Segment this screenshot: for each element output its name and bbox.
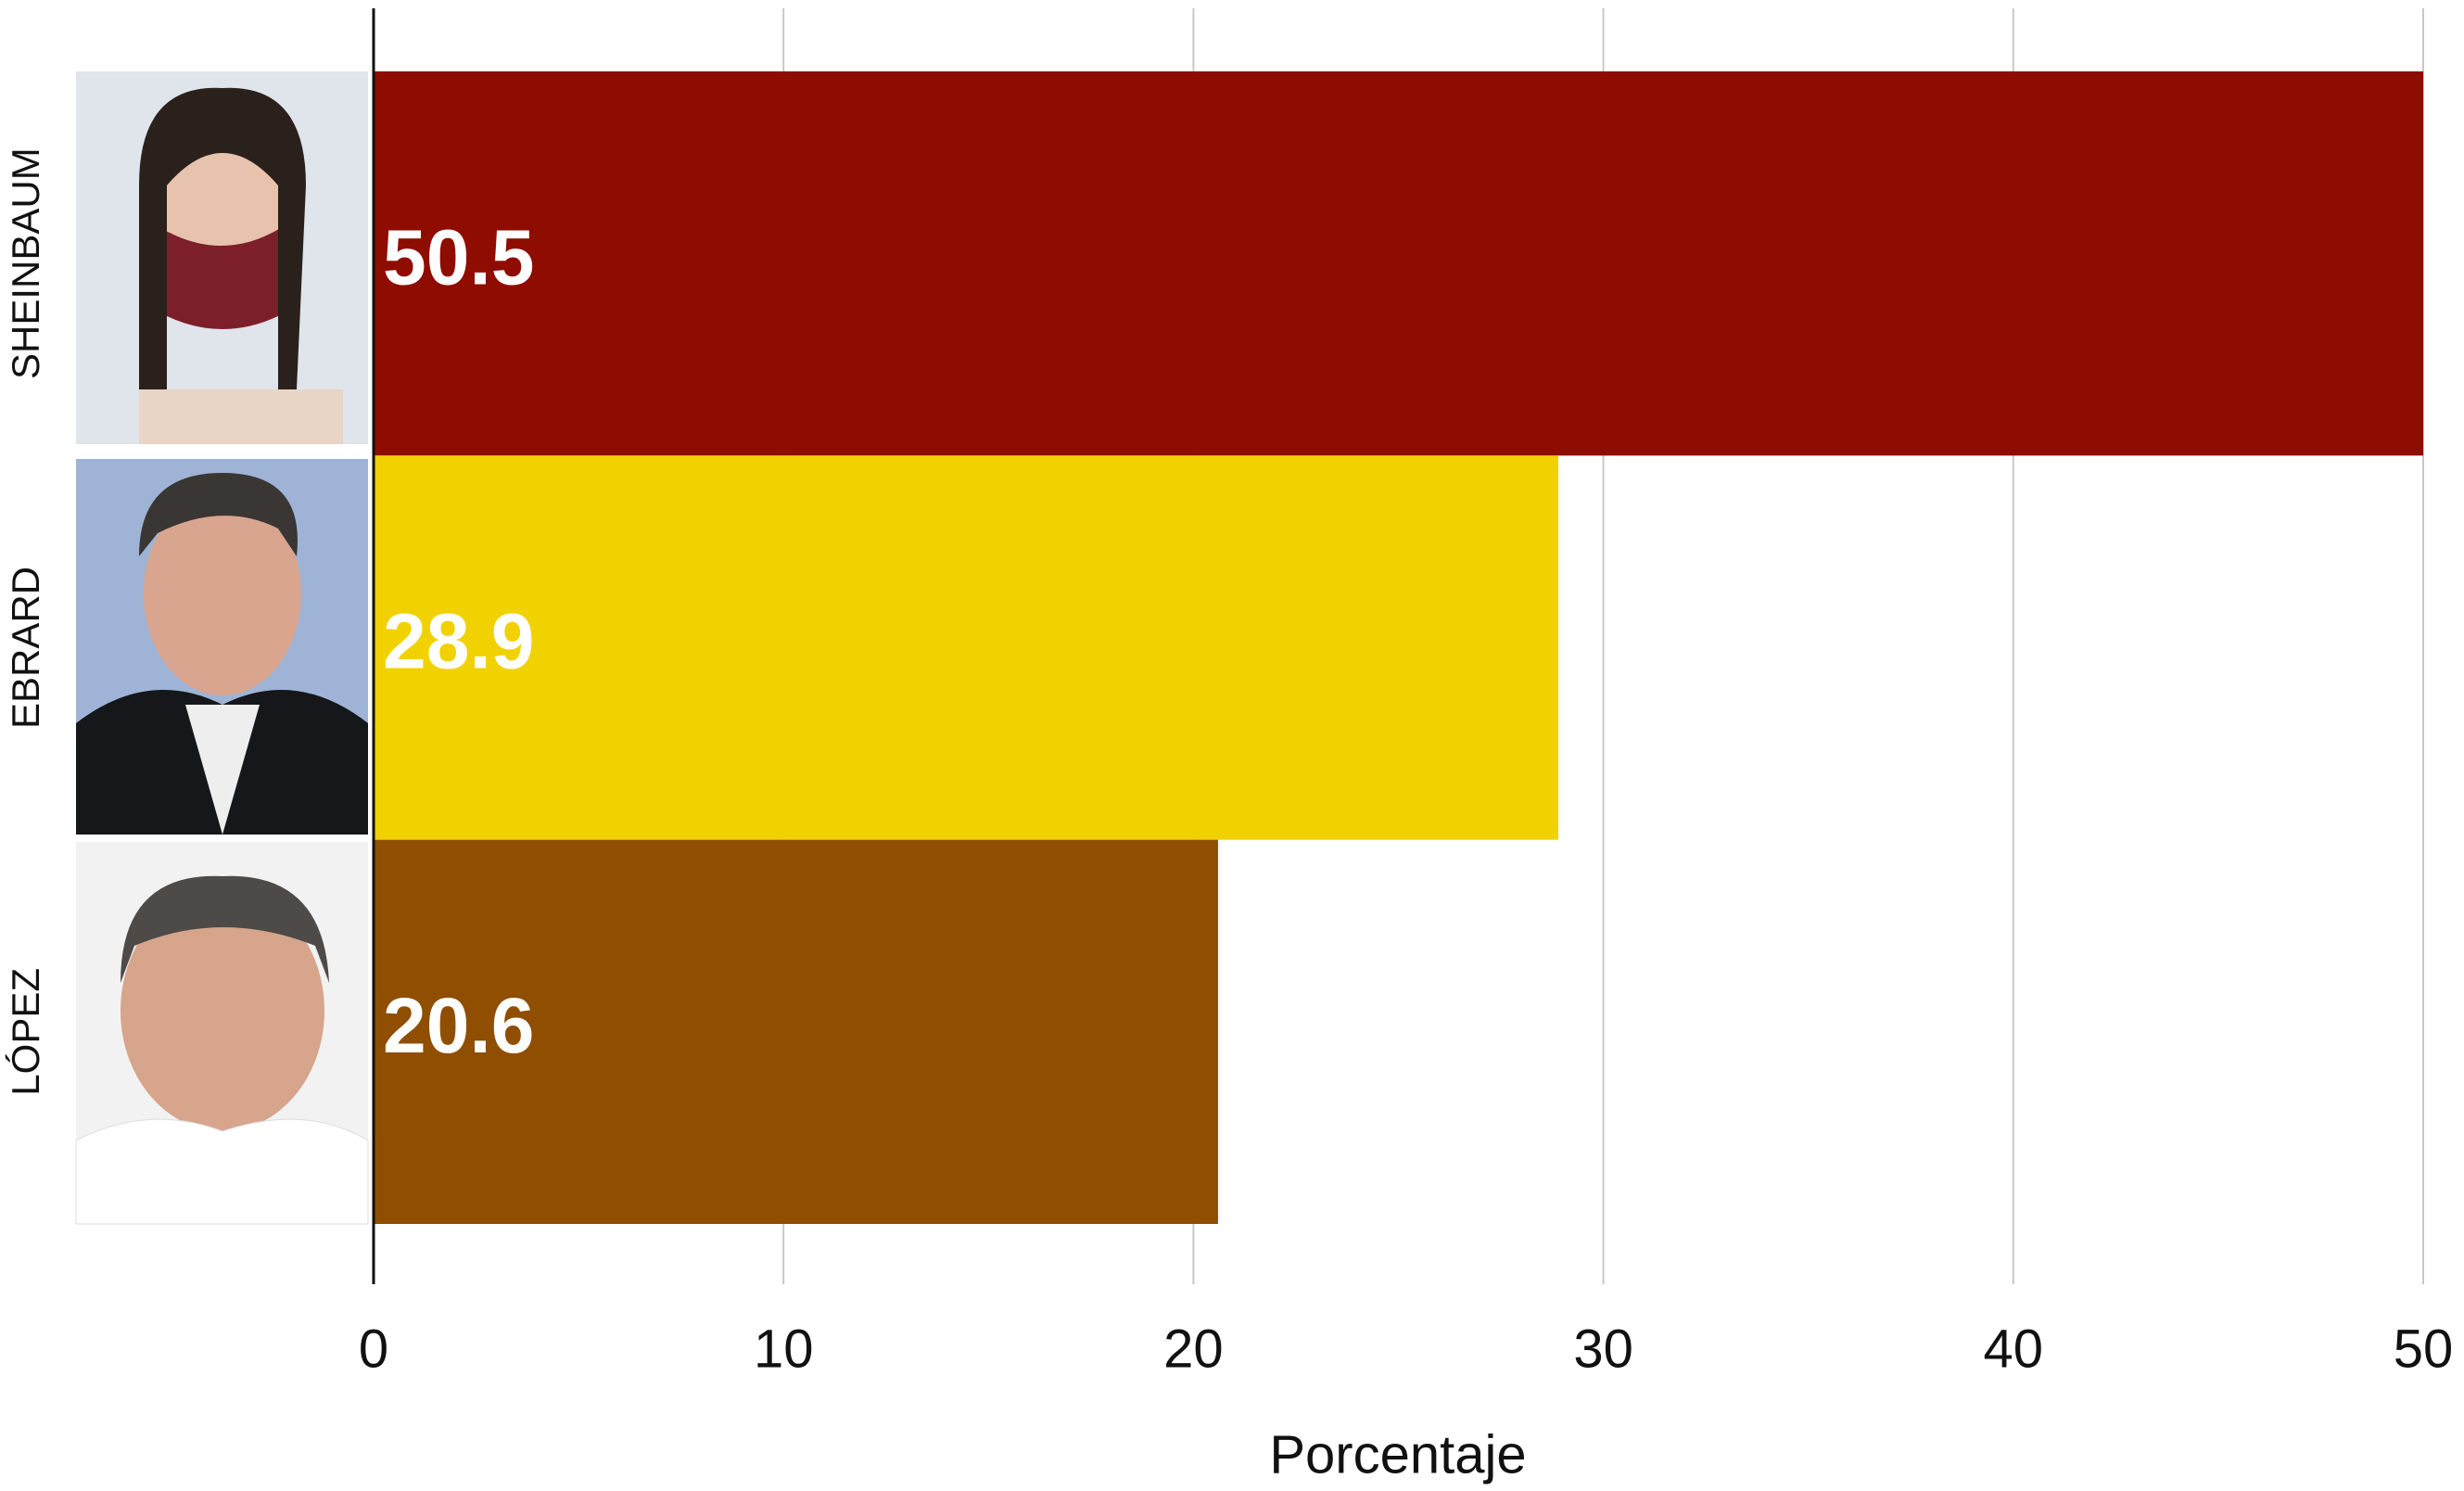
x-tick-label: 30	[1573, 1319, 1633, 1379]
plot-area	[374, 71, 2423, 1224]
bar	[374, 455, 1558, 840]
x-tick-label: 0	[359, 1319, 388, 1379]
photo-sheinbaum	[76, 71, 368, 444]
x-tick-label: 40	[1984, 1319, 2044, 1379]
photo-ebrard	[76, 459, 368, 835]
photo-lopez	[75, 842, 369, 1225]
value-label: 20.6	[383, 982, 535, 1069]
x-tick-label: 20	[1163, 1319, 1224, 1379]
category-label: SHEINBAUM	[4, 147, 47, 379]
x-axis-label: Porcentaje	[1269, 1424, 1526, 1485]
bar	[374, 71, 2423, 456]
value-label: 50.5	[383, 213, 535, 300]
photos	[75, 71, 369, 1225]
x-tick-label: 10	[754, 1319, 814, 1379]
category-label: EBRARD	[4, 567, 47, 729]
x-tick-label: 50	[2394, 1319, 2454, 1379]
value-label: 28.9	[383, 598, 535, 685]
bar	[374, 839, 1218, 1224]
category-label: LÓPEZ	[4, 968, 47, 1096]
